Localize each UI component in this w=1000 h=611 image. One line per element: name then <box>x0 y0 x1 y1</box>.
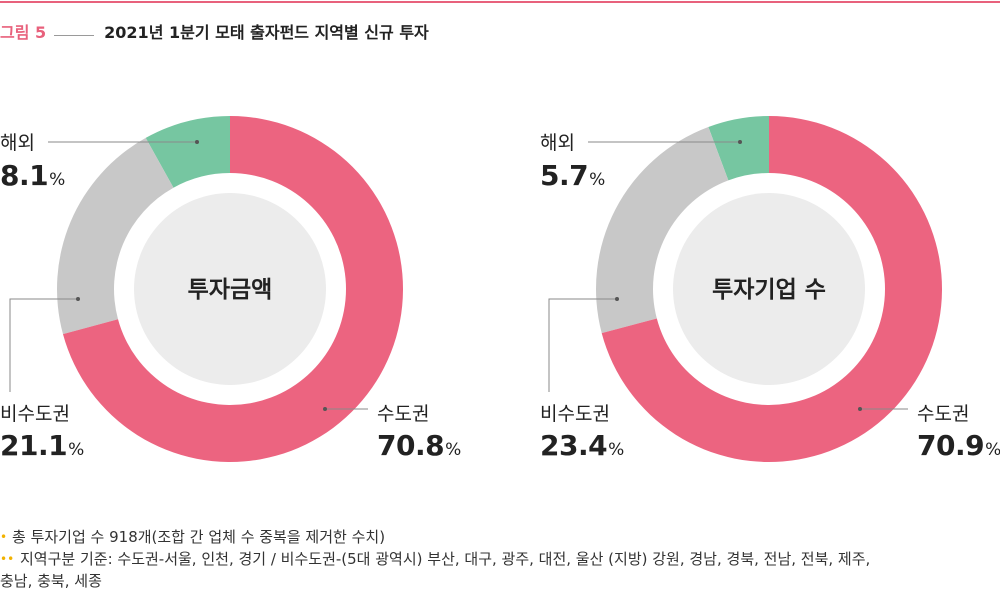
donut-slice-noncapital-1 <box>56 137 174 335</box>
value-noncapital-2: 23.4% <box>540 431 624 465</box>
value-capital-2: 70.9% <box>917 431 1000 465</box>
leader-dot-overseas-2 <box>738 140 742 144</box>
top-accent-line <box>0 1 1000 3</box>
label-noncapital-1: 비수도권 <box>0 403 70 425</box>
value-number: 23.4 <box>540 429 608 462</box>
donut-slice-capital-2 <box>601 116 942 462</box>
value-number: 8.1 <box>0 159 49 192</box>
value-number: 70.9 <box>917 429 985 462</box>
figure-title-rule <box>54 34 95 36</box>
leader-dot-noncapital-2 <box>615 297 619 301</box>
label-overseas-1: 해외 <box>0 132 35 154</box>
footnote-text: 총 투자기업 수 918개(조합 간 업체 수 중복을 제거한 수치) <box>12 528 386 546</box>
donut-center-1 <box>134 193 326 385</box>
value-unit: % <box>608 440 625 460</box>
donut-slice-overseas-1 <box>145 116 230 188</box>
value-unit: % <box>68 440 85 460</box>
label-capital-1: 수도권 <box>377 403 430 425</box>
footnote-bullet: •• <box>0 552 15 566</box>
value-unit: % <box>49 170 66 190</box>
value-unit: % <box>445 440 462 460</box>
footnote-text: 지역구분 기준: 수도권-서울, 인천, 경기 / 비수도권-(5대 광역시) … <box>20 550 871 568</box>
value-unit: % <box>985 440 1000 460</box>
footnote-bullet: • <box>0 530 8 544</box>
donut-slice-overseas-2 <box>708 116 769 181</box>
label-overseas-2: 해외 <box>540 132 575 154</box>
footnote-1: • 총 투자기업 수 918개(조합 간 업체 수 중복을 제거한 수치) <box>0 526 1000 548</box>
donut-chart-investment-amount: 투자금액 <box>56 116 403 463</box>
leader-dot-capital-1 <box>323 407 327 411</box>
value-number: 21.1 <box>0 429 68 462</box>
footnote-2: •• 지역구분 기준: 수도권-서울, 인천, 경기 / 비수도권-(5대 광역… <box>0 548 1000 592</box>
figure-label: 그림 5 <box>0 23 47 42</box>
value-number: 70.8 <box>377 429 445 462</box>
value-capital-1: 70.8% <box>377 431 461 465</box>
figure-header: 그림 5 2021년 1분기 모태 출자펀드 지역별 신규 투자 <box>0 19 429 43</box>
leader-dot-capital-2 <box>858 407 862 411</box>
value-overseas-2: 5.7% <box>540 161 605 195</box>
value-unit: % <box>589 170 606 190</box>
figure-title: 2021년 1분기 모태 출자펀드 지역별 신규 투자 <box>104 23 429 42</box>
label-capital-2: 수도권 <box>917 403 970 425</box>
leader-line-noncapital-2 <box>548 298 617 392</box>
donut-slice-capital-1 <box>62 116 403 463</box>
value-number: 5.7 <box>540 159 589 192</box>
footnote-text-continued: 충남, 충북, 세종 <box>0 572 102 590</box>
footnotes: • 총 투자기업 수 918개(조합 간 업체 수 중복을 제거한 수치) ••… <box>0 526 1000 592</box>
leader-line-noncapital-1 <box>9 298 78 392</box>
donut-title-2: 투자기업 수 <box>712 277 826 303</box>
leader-dot-noncapital-1 <box>76 297 80 301</box>
value-overseas-1: 8.1% <box>0 161 65 195</box>
donut-title-1: 투자금액 <box>188 277 273 303</box>
label-noncapital-2: 비수도권 <box>540 403 610 425</box>
value-noncapital-1: 21.1% <box>0 431 84 465</box>
donut-center-2 <box>673 193 865 385</box>
leader-dot-overseas-1 <box>195 140 199 144</box>
donut-slice-noncapital-2 <box>595 126 729 334</box>
donut-chart-investment-companies: 투자기업 수 <box>595 116 942 462</box>
